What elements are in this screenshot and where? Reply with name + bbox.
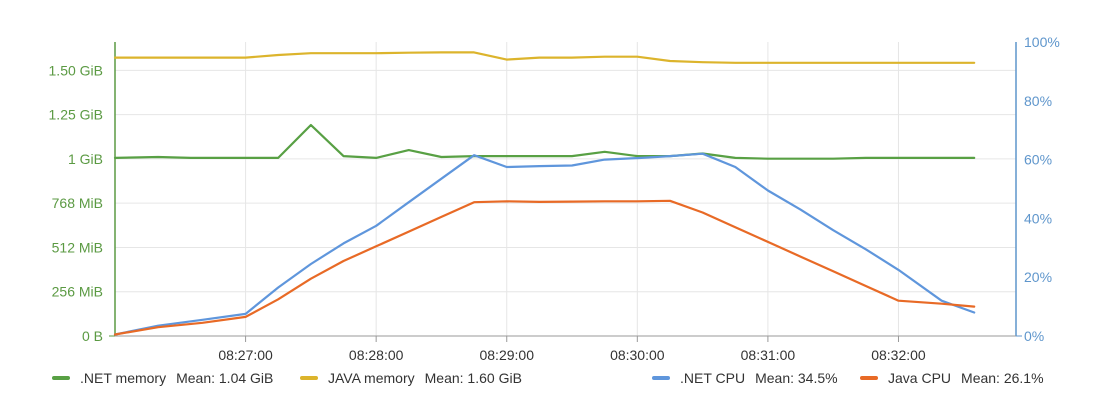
x-tick-label: 08:27:00 <box>218 347 273 363</box>
y-left-tick-label: 1.25 GiB <box>49 107 103 123</box>
series-line-net-cpu <box>113 152 976 336</box>
legend-mean-net-cpu: Mean: 34.5% <box>755 370 838 386</box>
series-lines <box>113 51 976 336</box>
legend-label-java-cpu: Java CPU <box>888 370 952 386</box>
y-right-tick-label: 0% <box>1024 328 1044 344</box>
legend-swatch-net-memory <box>52 376 70 380</box>
x-tick-label: 08:30:00 <box>610 347 665 363</box>
legend-mean-java-cpu: Mean: 26.1% <box>961 370 1044 386</box>
y-left-tick-label: 0 B <box>82 328 103 344</box>
y-left-tick-label: 1 GiB <box>68 151 103 167</box>
series-line-java-memory <box>113 51 976 64</box>
legend-item-net-memory[interactable]: .NET memory Mean: 1.04 GiB <box>52 370 273 386</box>
axes <box>109 42 1022 342</box>
legend-swatch-java-memory <box>300 376 318 380</box>
grid <box>115 42 1016 337</box>
legend-mean-net-memory: Mean: 1.04 GiB <box>176 370 274 386</box>
x-tick-label: 08:32:00 <box>871 347 926 363</box>
y-right-tick-label: 20% <box>1024 269 1052 285</box>
legend-label-net-memory: .NET memory <box>80 370 167 386</box>
y-left-tick-label: 768 MiB <box>52 195 103 211</box>
y-right-tick-label: 60% <box>1024 152 1052 168</box>
y-left-tick-label: 512 MiB <box>52 239 103 255</box>
legend-swatch-net-cpu <box>652 376 670 380</box>
y-right-tick-label: 40% <box>1024 210 1052 226</box>
x-tick-label: 08:29:00 <box>479 347 534 363</box>
series-line-java-cpu <box>113 199 976 336</box>
legend-label-java-memory: JAVA memory <box>328 370 415 386</box>
legend-item-java-memory[interactable]: JAVA memory Mean: 1.60 GiB <box>300 370 522 386</box>
y-left-tick-label: 1.50 GiB <box>49 62 103 78</box>
legend-mean-java-memory: Mean: 1.60 GiB <box>424 370 522 386</box>
line-chart: 0 B 256 MiB 512 MiB 768 MiB 1 GiB 1.25 GiB 1.5… <box>49 34 1060 363</box>
legend-item-net-cpu[interactable]: .NET CPU Mean: 34.5% <box>652 370 838 386</box>
legend-label-net-cpu: .NET CPU <box>680 370 746 386</box>
y-left-tick-label: 256 MiB <box>52 284 103 300</box>
x-tick-label: 08:28:00 <box>349 347 404 363</box>
legend: .NET memory Mean: 1.04 GiB JAVA memory M… <box>0 370 1097 394</box>
legend-item-java-cpu[interactable]: Java CPU Mean: 26.1% <box>860 370 1044 386</box>
legend-swatch-java-cpu <box>860 376 878 380</box>
series-line-net-memory <box>113 123 976 160</box>
y-right-tick-label: 100% <box>1024 34 1060 50</box>
tick-labels: 0 B 256 MiB 512 MiB 768 MiB 1 GiB 1.25 GiB 1.5… <box>49 34 1060 363</box>
y-right-tick-label: 80% <box>1024 93 1052 109</box>
x-tick-label: 08:31:00 <box>741 347 796 363</box>
